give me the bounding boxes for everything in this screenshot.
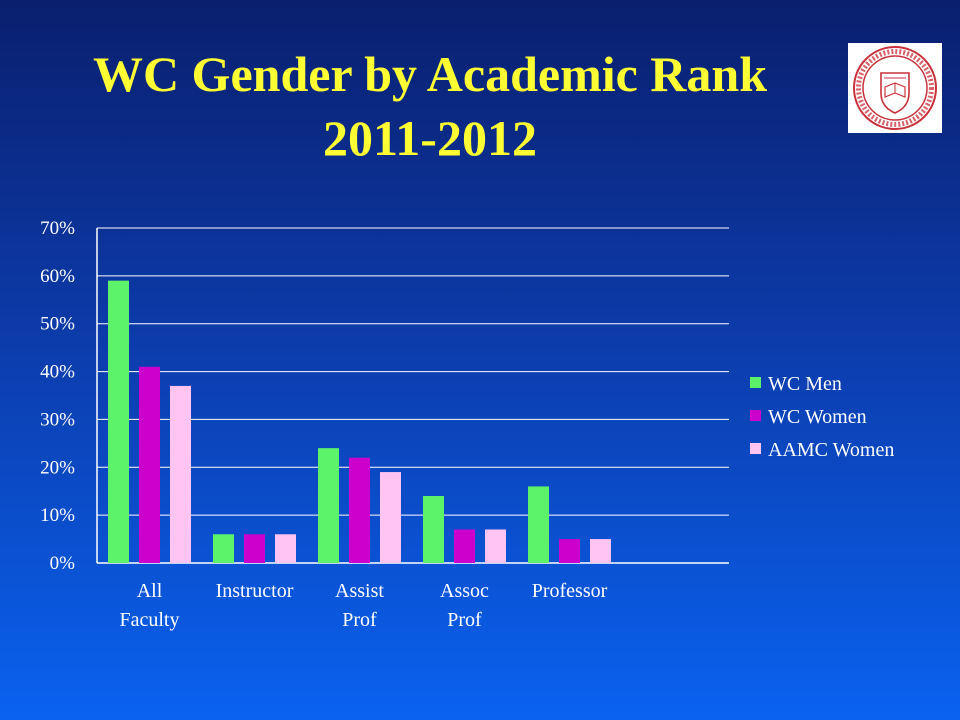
bar (108, 280, 129, 563)
slide-title: WC Gender by Academic Rank 2011-2012 (0, 42, 860, 170)
x-category-label: Assoc Prof (440, 580, 489, 631)
bar (559, 539, 580, 563)
bar (485, 529, 506, 563)
bar (349, 457, 370, 563)
bar (380, 472, 401, 563)
y-tick-label: 40% (40, 362, 75, 383)
x-category-label: Instructor (216, 580, 294, 602)
bar (454, 529, 475, 563)
bar (244, 534, 265, 563)
y-tick-label: 10% (40, 505, 75, 526)
bar (423, 496, 444, 563)
legend-swatch (750, 377, 761, 388)
university-seal-icon (848, 43, 942, 133)
y-tick-label: 50% (40, 314, 75, 335)
bar (318, 448, 339, 563)
legend-label: WC Women (768, 406, 867, 428)
x-category-label: All Faculty (120, 580, 180, 631)
bar (590, 539, 611, 563)
y-tick-label: 30% (40, 409, 75, 430)
y-tick-label: 0% (50, 553, 76, 574)
legend-swatch (750, 443, 761, 454)
bar (275, 534, 296, 563)
legend-label: WC Men (768, 373, 842, 395)
x-category-label: Assist Prof (335, 580, 384, 631)
legend-swatch (750, 410, 761, 421)
bar (213, 534, 234, 563)
legend-label: AAMC Women (768, 439, 894, 461)
bar (170, 385, 191, 563)
y-tick-label: 70% (40, 218, 75, 239)
y-tick-label: 60% (40, 266, 75, 287)
bar (528, 486, 549, 563)
title-line-1: WC Gender by Academic Rank (92, 46, 768, 102)
bar (139, 366, 160, 563)
y-tick-label: 20% (40, 457, 75, 478)
x-category-label: Professor (532, 580, 608, 602)
title-line-2: 2011-2012 (323, 110, 537, 166)
